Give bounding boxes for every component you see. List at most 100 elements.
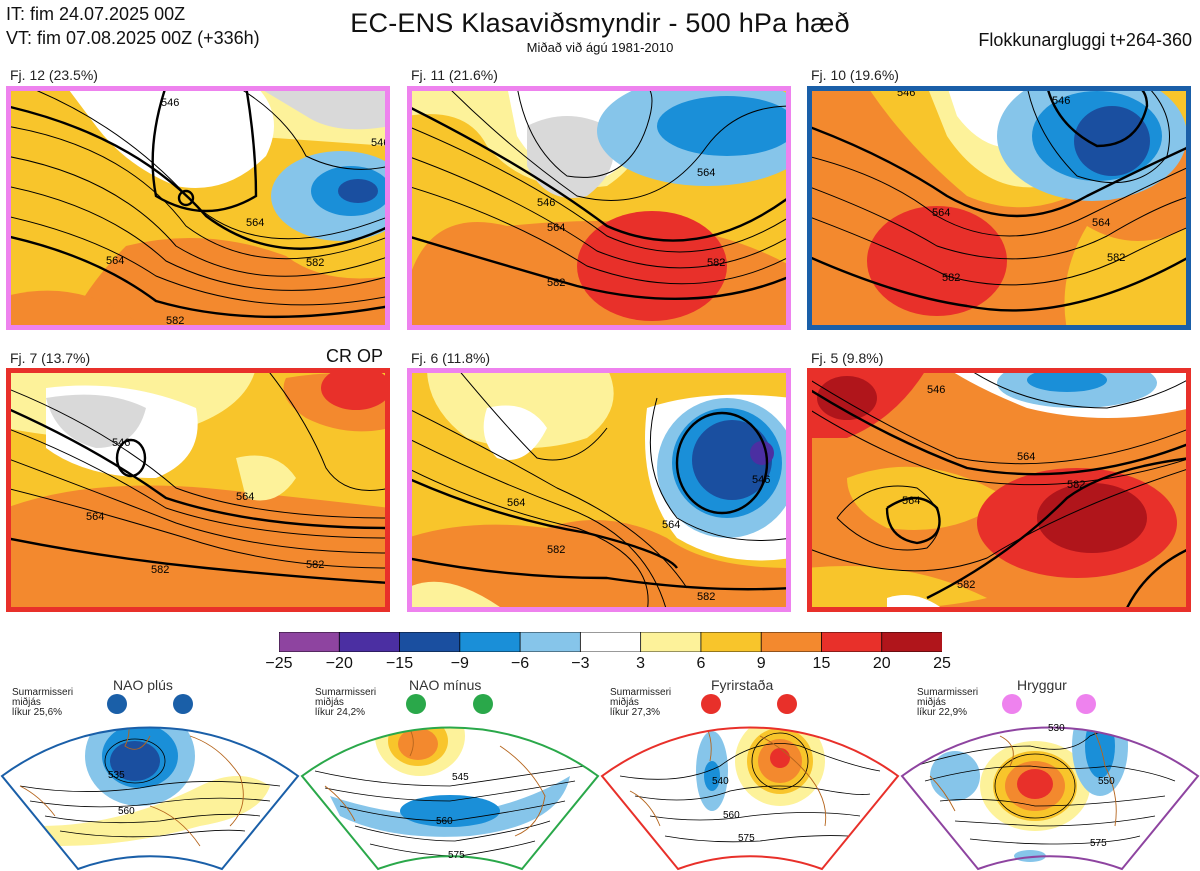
cluster-map-5: 546 564 564 582 582 (807, 368, 1191, 612)
regime-panel-nao-plus: 535 560 NAO plús Sumarmisseri miðjás líkur… (0, 676, 300, 871)
svg-text:582: 582 (306, 257, 324, 269)
svg-text:564: 564 (547, 222, 565, 234)
regime-contour-label: 575 (448, 850, 465, 861)
regime-panel-nao-minus: 545 560 575 NAO mínus Sumarmisseri miðjás… (300, 676, 600, 871)
colorbar-tick-label: 6 (696, 655, 706, 672)
colorbar-tick-label: −25 (265, 655, 293, 672)
colorbar-tick-label: −9 (450, 655, 469, 672)
svg-text:582: 582 (1067, 479, 1085, 491)
regime-name: Fyrirstaða (711, 677, 774, 693)
svg-text:564: 564 (932, 207, 950, 219)
regime-marker-right (1076, 694, 1096, 714)
classification-window: Flokkunargluggi t+264-360 (978, 30, 1192, 50)
regime-name: NAO mínus (409, 677, 482, 693)
svg-text:582: 582 (707, 257, 725, 269)
svg-text:564: 564 (697, 167, 715, 179)
svg-text:564: 564 (1092, 217, 1110, 229)
svg-text:582: 582 (957, 579, 975, 591)
svg-text:564: 564 (1017, 451, 1035, 463)
regime-note: Sumarmisseri miðjás líkur 27,3% (610, 687, 672, 718)
colorbar-swatch (881, 632, 942, 652)
regime-marker-right (473, 694, 493, 714)
colorbar-swatch (700, 632, 763, 652)
svg-text:582: 582 (697, 591, 715, 603)
regime-contour-label: 575 (1090, 838, 1107, 849)
svg-text:546: 546 (897, 87, 915, 99)
regime-marker-left (1002, 694, 1022, 714)
regime-note: Sumarmisseri miðjás líkur 24,2% (315, 687, 377, 718)
regime-contour-label: 540 (712, 776, 729, 787)
colorbar-swatch (399, 632, 461, 652)
colorbar-tick-label: −15 (385, 655, 414, 672)
colorbar-swatch (579, 632, 642, 652)
colorbar-swatch (760, 632, 823, 652)
regime-name: Hryggur (1017, 677, 1067, 693)
svg-text:546: 546 (1052, 95, 1070, 107)
svg-text:582: 582 (942, 272, 960, 284)
cluster-map-11: 546 564 564 582 582 (407, 86, 791, 330)
cluster-map-6: 564 582 546 564 582 (407, 368, 791, 612)
regime-contour-label: 530 (1048, 723, 1065, 734)
svg-text:546: 546 (927, 384, 945, 396)
cluster-map-12: 546 564 582 564 582 546 (6, 86, 390, 330)
regime-panel-hryggur: 530 550 575 Hryggur Sumarmisseri miðjás lí… (900, 676, 1200, 871)
svg-text:546: 546 (537, 197, 555, 209)
svg-text:564: 564 (86, 511, 104, 523)
regime-marker-right (777, 694, 797, 714)
svg-text:546: 546 (161, 97, 179, 109)
regime-contour-label: 535 (108, 770, 125, 781)
initial-time: IT: fim 24.07.2025 00Z (6, 4, 186, 24)
regime-contour-label: 560 (118, 806, 135, 817)
colorbar-labels: −25 −20 −15 −9 −6 −3 3 6 9 15 20 25 (0, 655, 1200, 675)
regime-contour-label: 545 (452, 772, 469, 783)
svg-text:582: 582 (151, 564, 169, 576)
colorbar-swatch (519, 632, 582, 652)
cluster-label-5: Fj. 5 (9.8%) (811, 350, 884, 366)
page-title: EC-ENS Klasaviðsmyndir - 500 hPa hæð (350, 8, 850, 38)
cluster-map-10: 546 564 582 564 582 546 (807, 86, 1191, 330)
colorbar-swatch (338, 632, 401, 652)
colorbar-swatch (821, 632, 883, 652)
regime-marker-left (406, 694, 426, 714)
svg-text:582: 582 (1107, 252, 1125, 264)
svg-text:582: 582 (547, 544, 565, 556)
colorbar-swatch (279, 632, 341, 652)
svg-text:564: 564 (236, 491, 254, 503)
colorbar-swatch (640, 632, 702, 652)
svg-text:564: 564 (246, 217, 264, 229)
colorbar-tick-label: −20 (325, 655, 353, 672)
colorbar-tick-label: −6 (510, 655, 530, 672)
cluster-label-12: Fj. 12 (23.5%) (10, 67, 98, 83)
regime-marker-left (107, 694, 127, 714)
regime-contour-label: 560 (436, 816, 453, 827)
cluster-label-11: Fj. 11 (21.6%) (411, 67, 498, 83)
svg-text:564: 564 (662, 519, 680, 531)
regime-contour-label: 575 (738, 833, 755, 844)
svg-text:546: 546 (752, 474, 770, 486)
regime-marker-left (701, 694, 721, 714)
svg-text:582: 582 (306, 559, 324, 571)
colorbar-swatch (459, 632, 521, 652)
svg-text:546: 546 (112, 437, 130, 449)
colorbar-tick-label: 3 (636, 655, 646, 672)
regime-note: Sumarmisseri miðjás líkur 25,6% (12, 687, 74, 718)
regime-contour-label: 560 (723, 810, 740, 821)
regime-note: Sumarmisseri miðjás líkur 22,9% (917, 687, 979, 718)
colorbar-tick-label: 20 (872, 655, 891, 672)
cluster-label-6: Fj. 6 (11.8%) (411, 350, 491, 366)
svg-text:582: 582 (166, 315, 184, 327)
valid-time: VT: fim 07.08.2025 00Z (+336h) (6, 28, 260, 48)
regime-contour-label: 550 (1098, 776, 1115, 787)
cluster-label-7: Fj. 7 (13.7%) (10, 350, 91, 366)
svg-text:564: 564 (902, 495, 920, 507)
colorbar-tick-label: 9 (756, 655, 766, 672)
regime-panel-fyrirstada: 540 560 575 Fyrirstaða Sumarmisseri miðjá… (600, 676, 900, 871)
svg-text:546: 546 (371, 137, 389, 149)
cr-op-tag: CR OP (326, 346, 384, 366)
svg-text:582: 582 (547, 277, 565, 289)
page-subtitle: Miðað við ágú 1981-2010 (526, 40, 674, 55)
cluster-label-10: Fj. 10 (19.6%) (811, 67, 899, 83)
svg-text:564: 564 (106, 255, 124, 267)
regime-marker-right (173, 694, 193, 714)
regime-name: NAO plús (113, 677, 173, 693)
